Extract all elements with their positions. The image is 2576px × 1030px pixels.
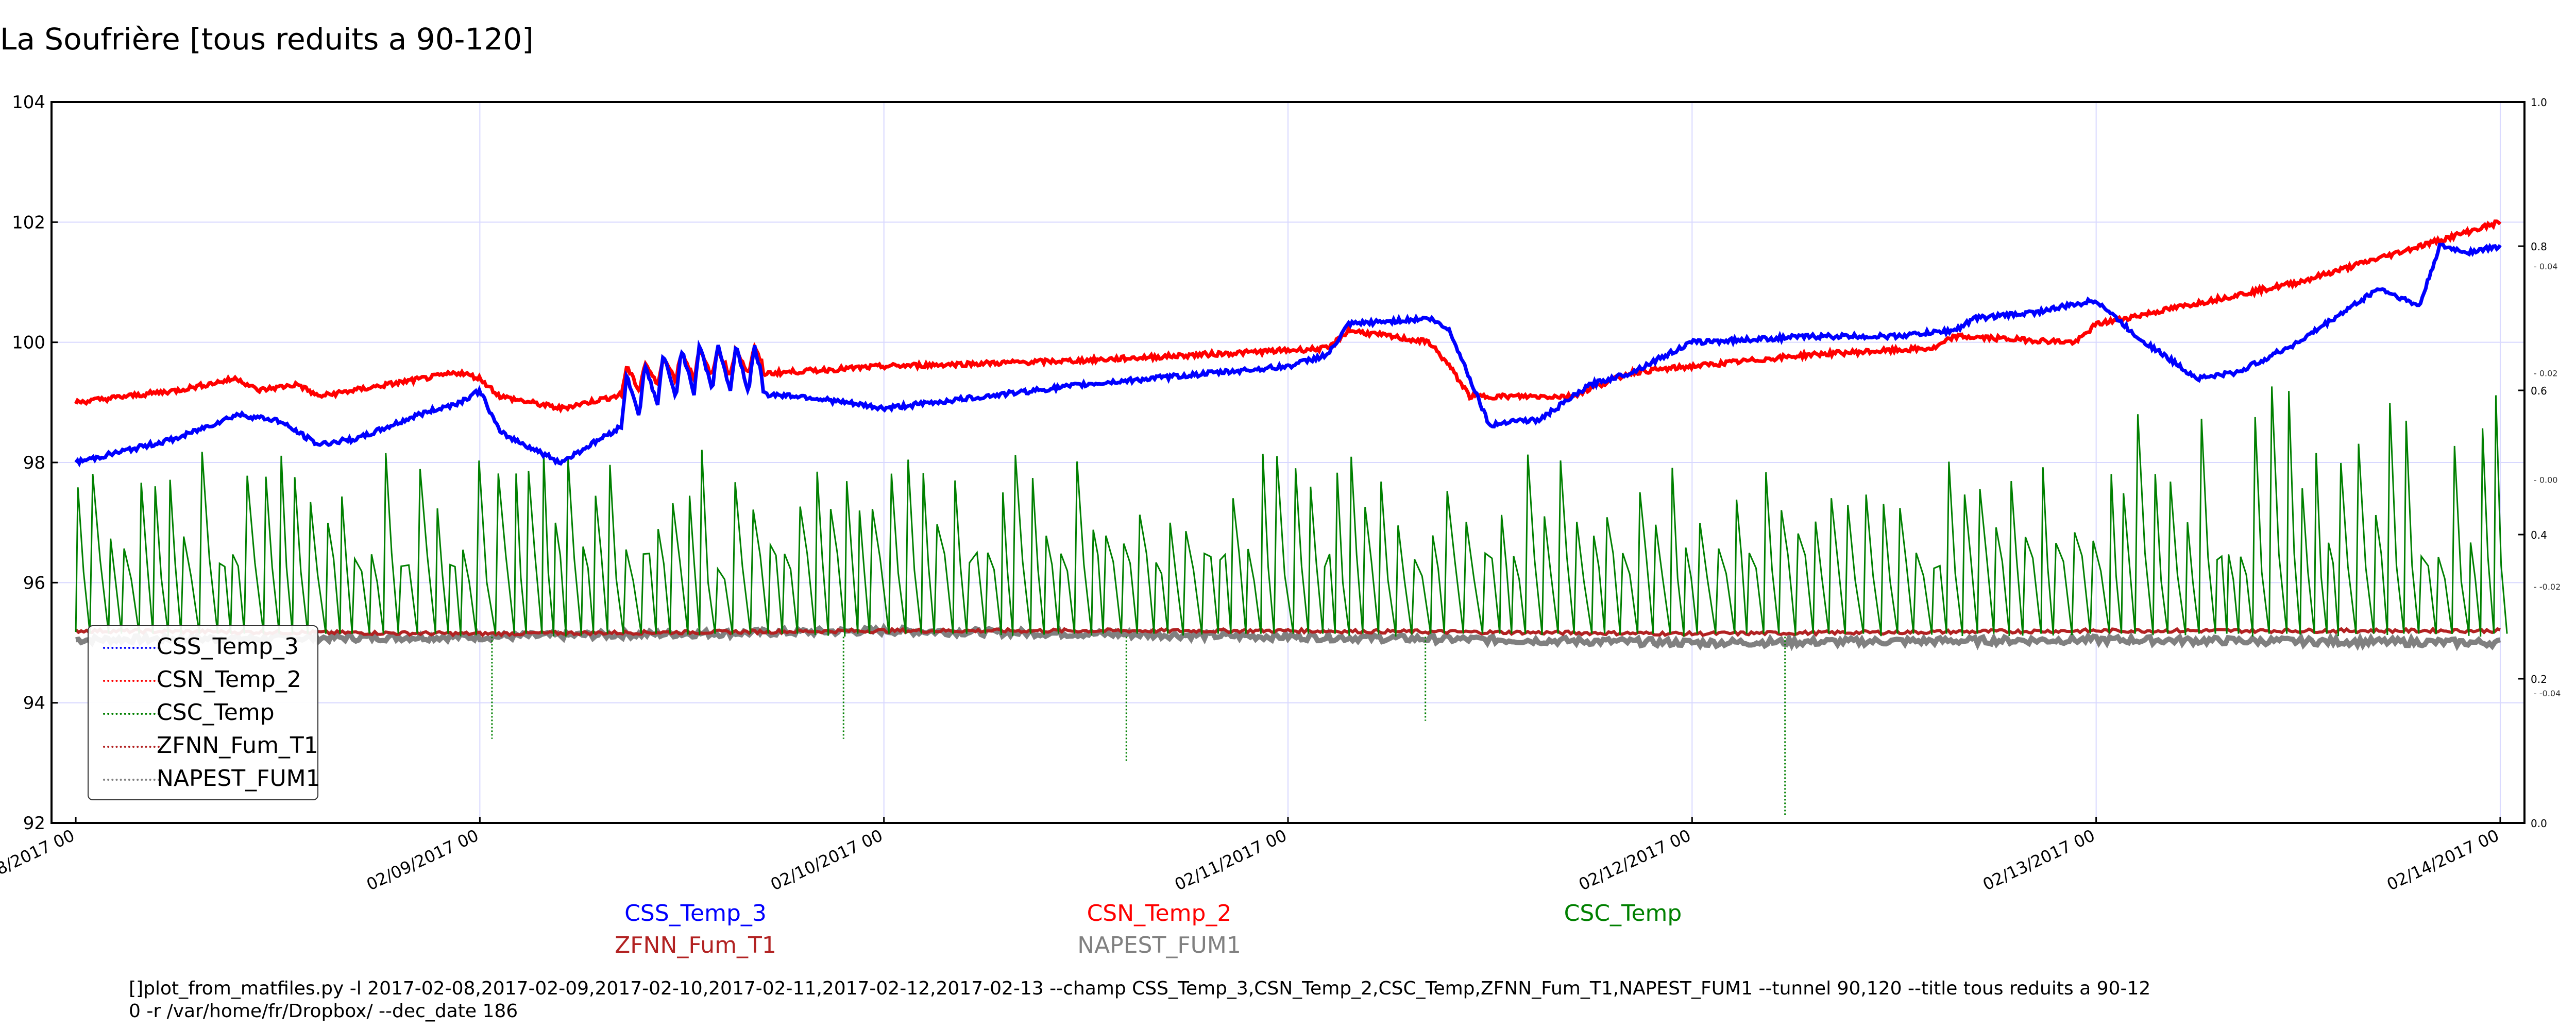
series-label-css-temp-3: CSS_Temp_3: [624, 900, 767, 926]
y-axis-right: 0.0 0.2 0.4 0.6 0.8 1.0 - -0.04 - -0.02 - 0.00 - …: [2518, 96, 2561, 830]
command-line-2: 0 -r /var/home/fr/Dropbox/ --dec_date 18…: [129, 1001, 518, 1022]
series-line-css_temp_3: [74, 243, 2502, 468]
x-tick-label: 02/14/2017 00: [2384, 826, 2502, 895]
y2-tick-label: 0.4: [2531, 529, 2547, 541]
x-tick-label: 02/10/2017 00: [768, 826, 886, 895]
y2-tick-label: 1.0: [2531, 96, 2547, 109]
y2-minor-label: - 0.04: [2534, 262, 2557, 271]
y-tick-label: 94: [23, 693, 45, 714]
x-tick-label: 02/13/2017 00: [1980, 826, 2098, 895]
legend: CSS_Temp_3 CSN_Temp_2 CSC_Temp ZFNN_Fum_…: [88, 625, 320, 800]
x-tick-label: 02/09/2017 00: [363, 826, 481, 895]
legend-item-zfnn-fum-t1: ZFNN_Fum_T1: [89, 730, 318, 763]
y-tick-label: 104: [12, 92, 45, 113]
series-line-csn_temp_2: [74, 219, 2502, 414]
series-layer: [74, 219, 2508, 817]
series-line-zfnn_fum_t1: [74, 626, 2501, 638]
chart-title: La Soufrière [tous reduits a 90-120]: [0, 22, 534, 57]
series-label-csc-temp: CSC_Temp: [1564, 900, 1682, 926]
x-axis: 02/08/2017 00 02/09/2017 00 02/10/2017 00 0…: [0, 817, 2502, 895]
series-label-csn-temp-2: CSN_Temp_2: [1087, 900, 1232, 926]
series-label-zfnn-fum-t1: ZFNN_Fum_T1: [615, 932, 776, 958]
x-tick-label: 02/12/2017 00: [1575, 826, 1693, 895]
legend-item-napest-fum1: NAPEST_FUM1: [89, 763, 320, 796]
legend-item-csc-temp: CSC_Temp: [89, 697, 317, 730]
y-tick-label: 96: [23, 573, 45, 593]
grid-lines: [52, 102, 2524, 823]
x-tick-label: 02/11/2017 00: [1172, 826, 1290, 895]
y-tick-label: 100: [12, 333, 45, 353]
command-line-1: []plot_from_matfiles.py -l 2017-02-08,20…: [129, 978, 2151, 999]
y2-minor-label: - 0.00: [2534, 475, 2557, 485]
legend-label: ZFNN_Fum_T1: [157, 732, 318, 759]
legend-label: CSC_Temp: [157, 699, 275, 726]
y2-tick-label: 0.0: [2531, 817, 2547, 830]
x-tick-label: 02/08/2017 00: [0, 826, 77, 895]
y2-minor-label: - -0.04: [2534, 689, 2561, 698]
legend-label: CSS_Temp_3: [157, 633, 299, 660]
y2-minor-label: - -0.02: [2534, 582, 2561, 592]
series-label-napest-fum1: NAPEST_FUM1: [1077, 932, 1241, 958]
legend-label: CSN_Temp_2: [157, 666, 301, 693]
y2-tick-label: 0.8: [2531, 241, 2547, 253]
legend-label: NAPEST_FUM1: [157, 765, 320, 792]
y2-tick-label: 0.6: [2531, 385, 2547, 397]
command-line-caption: []plot_from_matfiles.py -l 2017-02-08,20…: [129, 977, 2150, 1023]
y-tick-label: 92: [23, 813, 45, 834]
y2-minor-label: - 0.02: [2534, 368, 2557, 378]
series-line-csc-temp: [75, 386, 2508, 637]
series-line-napest_fum1: [75, 623, 2501, 651]
y-tick-label: 98: [23, 453, 45, 473]
y-tick-label: 102: [12, 212, 45, 233]
legend-item-css-temp-3: CSS_Temp_3: [89, 631, 317, 664]
y-axis-left: 92 94 96 98 100 102 104: [12, 92, 58, 834]
legend-item-csn-temp-2: CSN_Temp_2: [89, 664, 317, 697]
y2-tick-label: 0.2: [2531, 673, 2547, 685]
